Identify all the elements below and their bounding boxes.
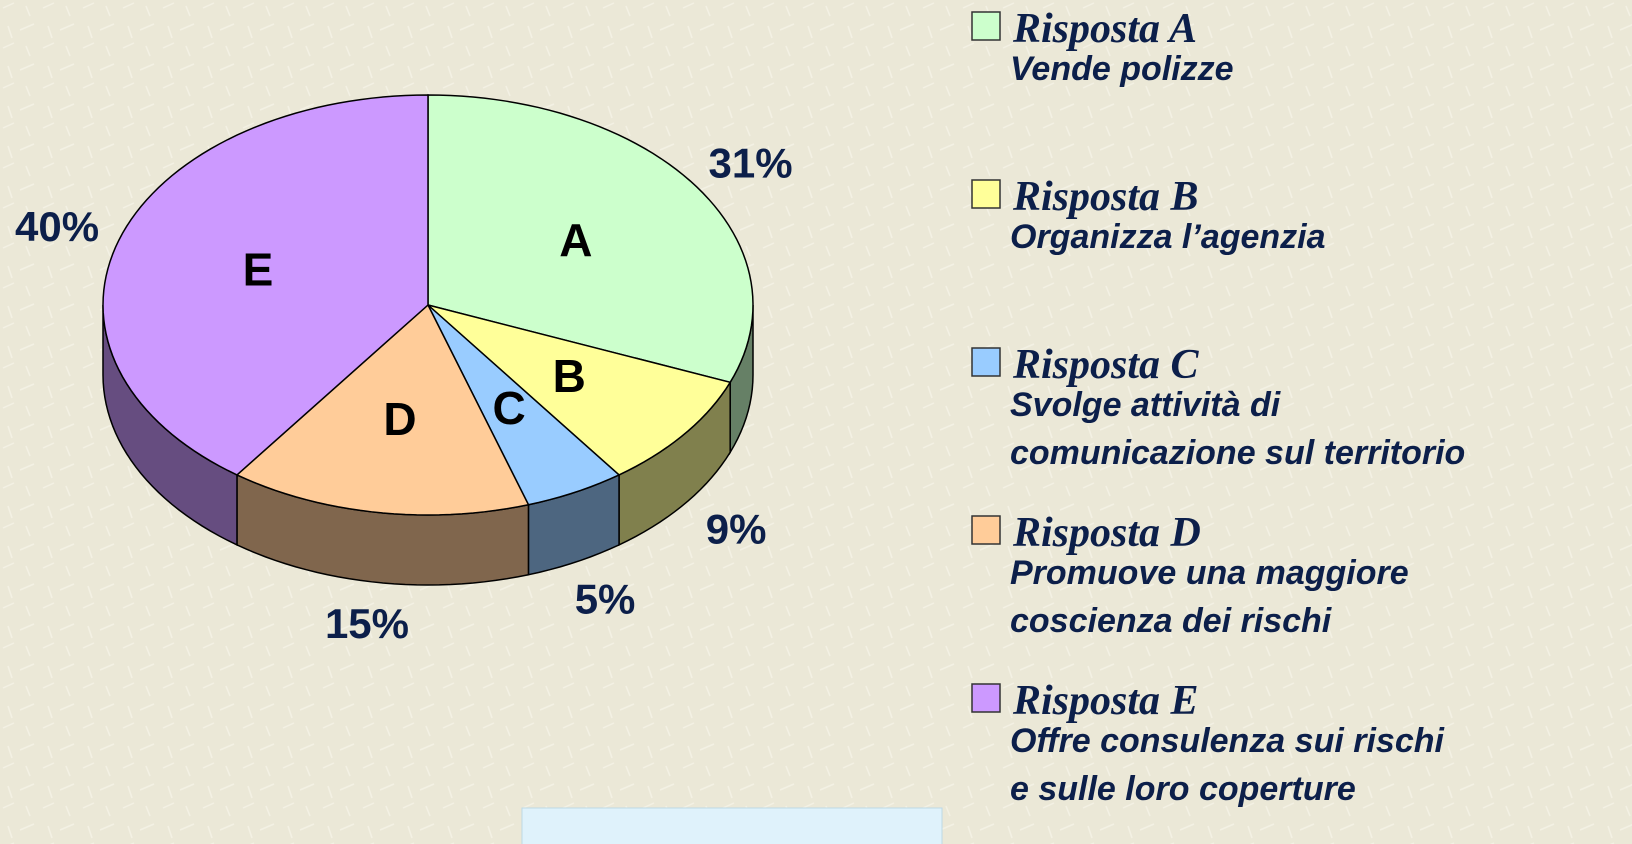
slice-letter: A bbox=[559, 214, 592, 266]
legend-name: Risposta A bbox=[1012, 6, 1197, 52]
slice bbox=[427, 304, 621, 506]
legend-description: coscienza dei rischi bbox=[1010, 602, 1333, 640]
legend-name: Risposta C bbox=[1012, 342, 1200, 388]
slice bbox=[427, 304, 732, 476]
percent-label: 5% bbox=[575, 576, 636, 623]
bottom-box bbox=[521, 807, 943, 844]
slice bbox=[102, 94, 429, 476]
legend-swatch bbox=[971, 11, 1001, 41]
percent-label: 15% bbox=[325, 600, 409, 647]
legend-description: comunicazione sul territorio bbox=[1010, 434, 1465, 472]
slice-letter: D bbox=[383, 393, 416, 445]
legend-name: Risposta B bbox=[1012, 174, 1199, 220]
legend-description: Vende polizze bbox=[1010, 50, 1234, 88]
legend-swatch bbox=[971, 347, 1001, 377]
legend-swatch bbox=[971, 683, 1001, 713]
legend-name: Risposta E bbox=[1012, 678, 1199, 724]
slice bbox=[235, 303, 530, 516]
legend-description: Organizza l’agenzia bbox=[1010, 218, 1326, 256]
legend-swatch bbox=[971, 179, 1001, 209]
legend-description: e sulle loro coperture bbox=[1010, 770, 1356, 808]
legend-swatch bbox=[971, 515, 1001, 545]
legend-description: Promuove una maggiore bbox=[1010, 554, 1409, 592]
slice bbox=[427, 94, 754, 384]
percent-label: 9% bbox=[706, 505, 767, 552]
legend-description: Offre consulenza sui rischi bbox=[1010, 722, 1446, 760]
percent-label: 40% bbox=[15, 203, 99, 250]
percent-label: 31% bbox=[709, 139, 793, 186]
slice-letter: B bbox=[553, 350, 586, 402]
legend-name: Risposta D bbox=[1012, 510, 1201, 556]
slice-letter: E bbox=[243, 243, 274, 295]
legend-description: Svolge attività di bbox=[1010, 386, 1282, 424]
slice-letter: C bbox=[493, 382, 526, 434]
